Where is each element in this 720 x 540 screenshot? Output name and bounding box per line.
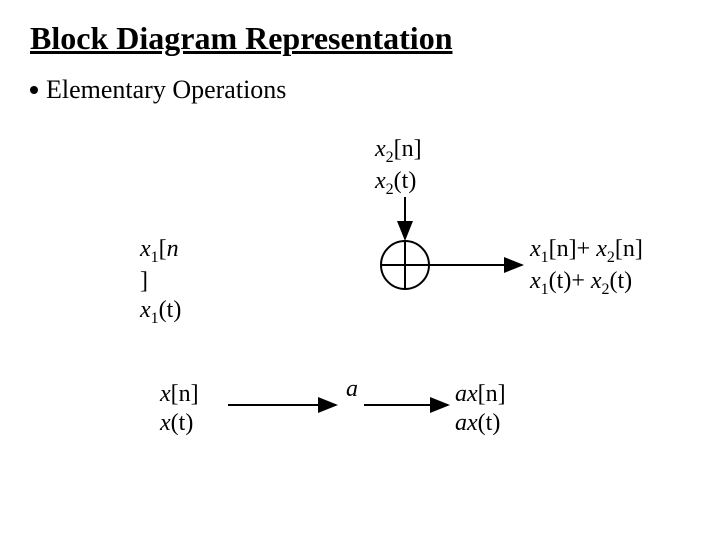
subtitle: Elementary Operations (30, 75, 690, 105)
page-title: Block Diagram Representation (30, 20, 690, 57)
diagram-svg (30, 135, 690, 515)
diagram-area: x2[n] x2(t) x1[n] x1(t) x1[n]+ x2[n] x1(… (30, 135, 690, 515)
subtitle-text: Elementary Operations (46, 75, 286, 104)
bullet-icon (30, 86, 38, 94)
